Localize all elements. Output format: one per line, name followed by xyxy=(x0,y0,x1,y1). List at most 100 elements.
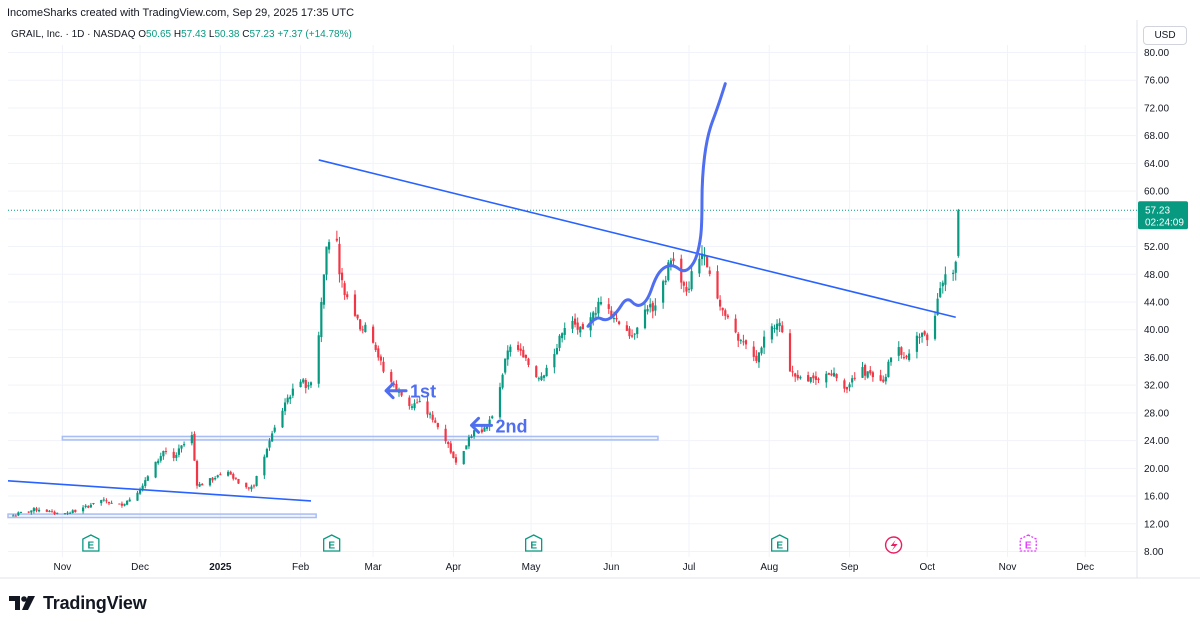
candle[interactable] xyxy=(100,499,103,506)
candle[interactable] xyxy=(263,454,266,479)
candle[interactable] xyxy=(92,502,95,505)
candle[interactable] xyxy=(175,452,178,461)
candle[interactable] xyxy=(581,322,584,330)
candle[interactable] xyxy=(654,298,657,316)
candle[interactable] xyxy=(250,484,253,492)
candle[interactable] xyxy=(346,291,349,300)
candle[interactable] xyxy=(105,498,108,504)
candle[interactable] xyxy=(408,395,411,410)
candle[interactable] xyxy=(356,314,359,321)
candle[interactable] xyxy=(340,267,344,288)
candle[interactable] xyxy=(322,274,326,309)
candle[interactable] xyxy=(12,514,15,517)
candle[interactable] xyxy=(19,511,23,514)
candle[interactable] xyxy=(136,490,139,501)
candle[interactable] xyxy=(436,422,439,430)
candle[interactable] xyxy=(426,397,429,418)
candle[interactable] xyxy=(887,359,890,378)
candle[interactable] xyxy=(74,509,77,513)
candle[interactable] xyxy=(382,357,385,374)
candle[interactable] xyxy=(902,352,906,360)
candle[interactable] xyxy=(755,350,758,364)
candle[interactable] xyxy=(201,482,204,486)
candle[interactable] xyxy=(757,351,761,368)
candle[interactable] xyxy=(778,318,781,332)
candle[interactable] xyxy=(410,403,414,411)
earnings-icon[interactable]: E xyxy=(525,534,543,552)
candle[interactable] xyxy=(271,430,274,442)
candle[interactable] xyxy=(138,487,142,495)
candle[interactable] xyxy=(664,275,667,286)
candle[interactable] xyxy=(763,330,766,355)
earnings-icon[interactable]: E xyxy=(771,534,789,552)
candle[interactable] xyxy=(193,431,196,461)
candle[interactable] xyxy=(607,298,610,314)
candle[interactable] xyxy=(289,394,292,404)
candle[interactable] xyxy=(825,371,828,388)
candle[interactable] xyxy=(718,295,722,311)
candle[interactable] xyxy=(452,451,455,459)
candle[interactable] xyxy=(71,509,74,514)
candle[interactable] xyxy=(597,297,600,319)
candle[interactable] xyxy=(27,511,30,514)
candle[interactable] xyxy=(687,281,691,294)
candle[interactable] xyxy=(698,254,701,277)
candle[interactable] xyxy=(69,511,72,514)
candle[interactable] xyxy=(770,323,773,344)
candle[interactable] xyxy=(716,265,719,300)
candle[interactable] xyxy=(146,475,149,481)
candle[interactable] xyxy=(338,236,341,283)
candle[interactable] xyxy=(227,470,230,477)
candle[interactable] xyxy=(726,313,729,320)
dividend-icon[interactable] xyxy=(884,536,903,554)
candle[interactable] xyxy=(317,331,320,388)
candle[interactable] xyxy=(87,505,90,509)
candle[interactable] xyxy=(933,311,937,341)
candle[interactable] xyxy=(81,505,85,514)
lower-trendline[interactable] xyxy=(7,480,312,502)
candle[interactable] xyxy=(198,481,201,488)
candle[interactable] xyxy=(781,321,784,334)
candle[interactable] xyxy=(845,386,849,394)
candle[interactable] xyxy=(118,503,121,505)
candle[interactable] xyxy=(897,341,900,362)
candle[interactable] xyxy=(706,255,709,268)
candle[interactable] xyxy=(685,281,688,296)
candle[interactable] xyxy=(941,280,944,294)
candle[interactable] xyxy=(304,378,307,394)
candle[interactable] xyxy=(14,514,17,517)
candle[interactable] xyxy=(861,361,864,379)
candle[interactable] xyxy=(491,415,494,419)
candle[interactable] xyxy=(643,302,647,330)
candle[interactable] xyxy=(871,370,874,382)
candle[interactable] xyxy=(879,369,882,382)
candle[interactable] xyxy=(247,486,250,491)
candle[interactable] xyxy=(545,364,548,377)
candle[interactable] xyxy=(555,343,559,355)
candle[interactable] xyxy=(325,246,328,281)
candle[interactable] xyxy=(444,424,447,444)
candle[interactable] xyxy=(628,326,631,339)
candle[interactable] xyxy=(752,341,755,362)
candle[interactable] xyxy=(159,452,162,463)
candle[interactable] xyxy=(592,310,595,326)
candle[interactable] xyxy=(237,478,240,484)
candle[interactable] xyxy=(30,510,33,515)
candle[interactable] xyxy=(302,377,305,384)
candle[interactable] xyxy=(522,346,525,358)
candle[interactable] xyxy=(853,372,856,381)
candle[interactable] xyxy=(498,382,502,420)
candle[interactable] xyxy=(542,374,546,382)
candle[interactable] xyxy=(377,345,380,361)
candle[interactable] xyxy=(102,497,105,502)
candle[interactable] xyxy=(84,504,87,509)
candle[interactable] xyxy=(791,365,794,377)
candle[interactable] xyxy=(690,265,693,292)
candle[interactable] xyxy=(56,512,59,515)
candle[interactable] xyxy=(527,357,530,368)
candle[interactable] xyxy=(827,372,830,375)
candle[interactable] xyxy=(724,308,727,320)
candle[interactable] xyxy=(832,367,836,377)
candle[interactable] xyxy=(905,354,908,360)
candle[interactable] xyxy=(936,293,939,316)
